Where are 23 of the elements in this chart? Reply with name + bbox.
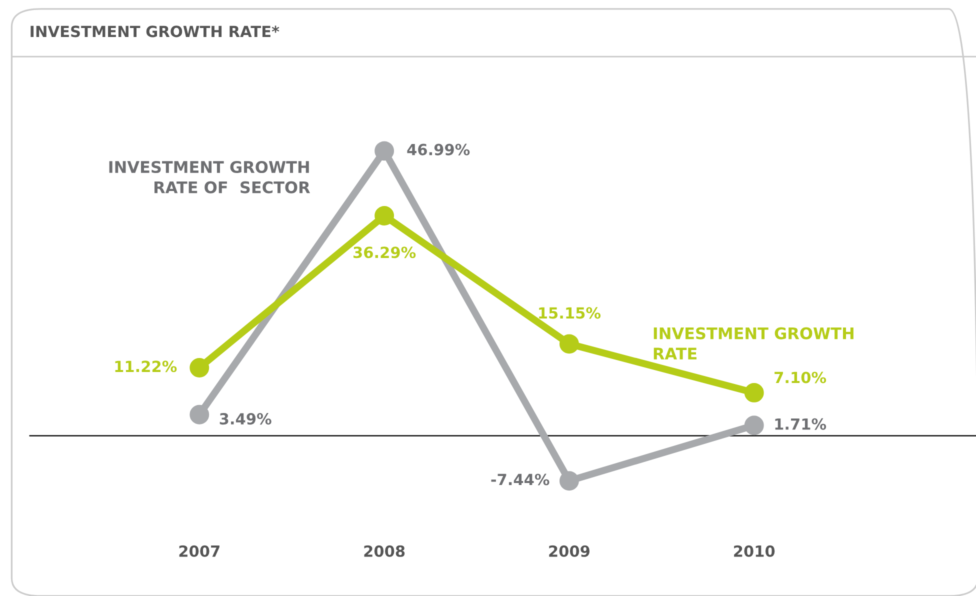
- point: [190, 404, 210, 424]
- data-label: 46.99%: [407, 144, 470, 156]
- chart-title: INVESTMENT GROWTH RATE*: [30, 26, 280, 38]
- point: [559, 334, 579, 354]
- data-label: 11.22%: [115, 360, 177, 372]
- data-label: 15.15%: [539, 307, 601, 319]
- point: [374, 206, 394, 226]
- data-label: 7.10%: [774, 372, 826, 384]
- text: INVESTMENT GROWTH RATE OF SECTOR: [109, 160, 310, 194]
- x-tick-label: 2008: [364, 545, 405, 557]
- x-tick-label: 2009: [549, 545, 590, 557]
- data-label: 1.71%: [775, 418, 826, 430]
- data-label: -7.44%: [491, 474, 550, 486]
- data-label: 36.29%: [354, 246, 416, 258]
- point: [744, 382, 764, 402]
- point: [190, 358, 210, 378]
- point: [744, 416, 764, 436]
- point: [559, 471, 579, 491]
- data-label: 3.49%: [220, 413, 272, 425]
- x-tick-label: 2007: [179, 545, 220, 557]
- series-label: INVESTMENT GROWTH RATE: [654, 327, 854, 360]
- x-tick-label: 2010: [734, 545, 775, 557]
- point: [374, 141, 394, 161]
